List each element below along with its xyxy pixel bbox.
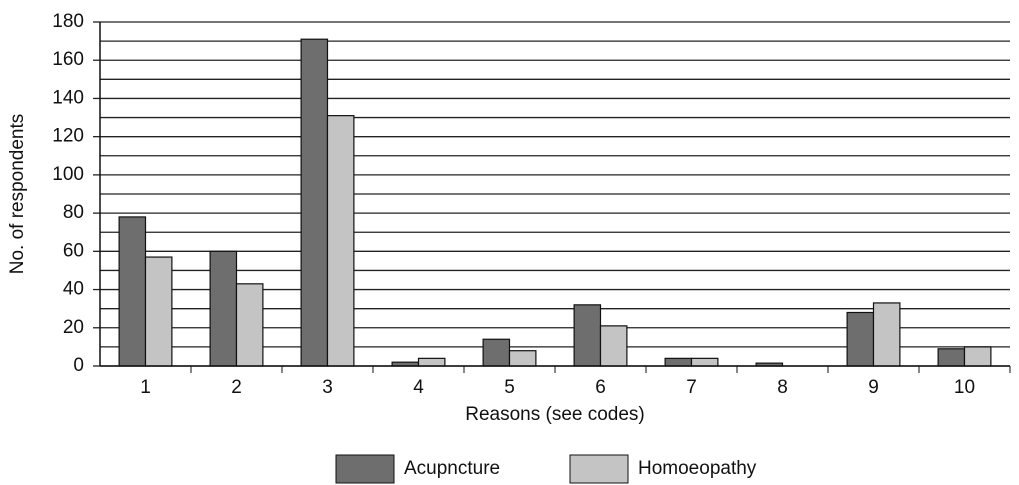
legend-swatch [569,454,629,484]
x-tick-label: 1 [140,377,151,398]
y-tick-label: 40 [63,279,84,300]
x-tick-label: 6 [595,377,606,398]
bar [872,302,901,367]
x-axis-label: Reasons (see codes) [465,404,645,425]
bar [599,325,628,367]
y-tick-label: 120 [52,126,84,147]
bar [209,250,238,367]
bar [118,216,147,367]
bar [690,357,719,367]
bar [482,338,511,367]
x-tick-label: 8 [777,377,788,398]
bar [300,38,329,367]
bar [417,357,446,367]
bar [235,283,264,367]
y-tick-label: 0 [73,355,84,376]
y-axis-label: No. of respondents [7,114,28,275]
bar [846,311,875,367]
legend-label: Acupncture [404,458,500,479]
x-tick-label: 5 [504,377,515,398]
bar [144,256,173,367]
y-tick-label: 100 [52,164,84,185]
legend-label: Homoeopathy [638,458,757,479]
x-tick-label: 4 [413,377,424,398]
y-tick-label: 20 [63,317,84,338]
x-tick-label: 9 [868,377,879,398]
x-tick-label: 7 [686,377,697,398]
x-tick-label: 10 [954,377,975,398]
bar [937,348,966,367]
y-tick-label: 180 [52,11,84,32]
bar [664,357,693,367]
bar [963,346,992,367]
y-tick-label: 160 [52,49,84,70]
bar [326,115,355,367]
y-tick-label: 80 [63,202,84,223]
bar [573,304,602,367]
bar [508,350,537,367]
y-tick-label: 140 [52,87,84,108]
legend-swatch [335,454,395,484]
x-tick-label: 2 [231,377,242,398]
y-tick-label: 60 [63,240,84,261]
x-tick-label: 3 [322,377,333,398]
